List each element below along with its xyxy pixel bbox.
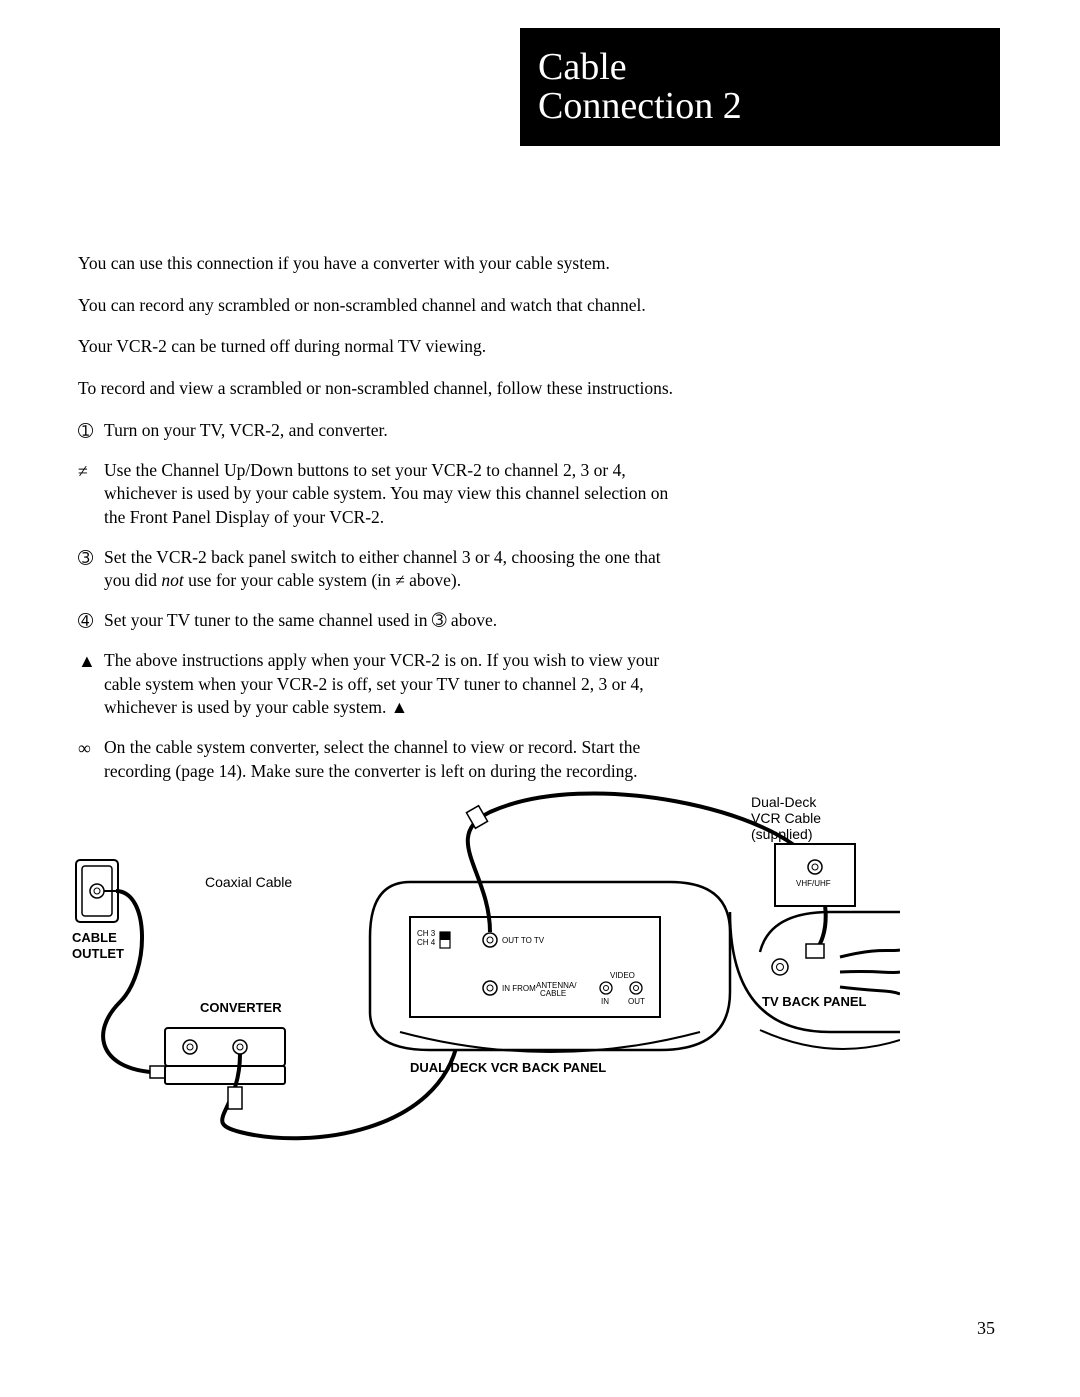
in-from-label: IN FROM: [502, 984, 536, 993]
intro-p3: Your VCR-2 can be turned off during norm…: [78, 335, 678, 359]
vcr-body-icon: [370, 882, 730, 1052]
intro-p2: You can record any scrambled or non-scra…: [78, 294, 678, 318]
step-text: Turn on your TV, VCR-2, and converter.: [104, 419, 678, 443]
vcr-panel-label: DUAL-DECK VCR BACK PANEL: [410, 1060, 606, 1075]
step-text: Use the Channel Up/Down buttons to set y…: [104, 459, 678, 530]
step-text: The above instructions apply when your V…: [104, 649, 678, 720]
tv-vhf-box-icon: [775, 844, 855, 906]
instruction-list: ➀ Turn on your TV, VCR-2, and converter.…: [78, 419, 678, 784]
dual-deck-cable-label: Dual-Deck VCR Cable (supplied): [751, 794, 821, 842]
coax-cable-1: [103, 891, 150, 1072]
step-1: ➀ Turn on your TV, VCR-2, and converter.: [78, 419, 678, 443]
step-2: ≠ Use the Channel Up/Down buttons to set…: [78, 459, 678, 530]
vhf-label: VHF/UHF: [796, 879, 831, 888]
step-3c: use for your cable system (in ≠ above).: [184, 570, 461, 590]
step-text: Set your TV tuner to the same channel us…: [104, 609, 678, 633]
step-3-not: not: [161, 570, 183, 590]
page-header: Cable Connection 2: [520, 28, 1000, 146]
step-marker: ≠: [78, 459, 98, 483]
converter-icon: [165, 1028, 285, 1084]
out-to-tv-label: OUT TO TV: [502, 936, 544, 945]
cable-outlet-label: CABLE OUTLET: [72, 930, 124, 961]
cable-outlet-icon: [76, 860, 118, 922]
out-label: OUT: [628, 997, 645, 1006]
step-marker: ➀: [78, 419, 98, 443]
step-5: ▲ The above instructions apply when your…: [78, 649, 678, 720]
step-marker: ▲: [78, 649, 98, 673]
step-marker: ∞: [78, 736, 98, 760]
page-number: 35: [977, 1318, 995, 1339]
step-marker: ➂: [78, 546, 98, 570]
tv-back-panel-icon: [730, 912, 900, 1049]
label-text: Dual-Deck VCR Cable (supplied): [751, 794, 821, 842]
intro-p4: To record and view a scrambled or non-sc…: [78, 377, 678, 401]
step-4: ➃ Set your TV tuner to the same channel …: [78, 609, 678, 633]
step-6: ∞ On the cable system converter, select …: [78, 736, 678, 783]
tv-panel-label: TV BACK PANEL: [762, 994, 866, 1009]
coaxial-cable-label: Coaxial Cable: [205, 874, 292, 890]
ch4-label: CH 4: [417, 938, 435, 947]
step-text: On the cable system converter, select th…: [104, 736, 678, 783]
connection-diagram: Dual-Deck VCR Cable (supplied) Coaxial C…: [70, 782, 900, 1172]
cable-label: CABLE: [540, 989, 566, 998]
video-label: VIDEO: [610, 971, 635, 980]
step-3: ➂ Set the VCR-2 back panel switch to eit…: [78, 546, 678, 593]
body-text: You can use this connection if you have …: [78, 252, 678, 799]
header-line-2: Connection 2: [538, 86, 1000, 128]
converter-label: CONVERTER: [200, 1000, 282, 1015]
in-label: IN: [601, 997, 609, 1006]
header-line-1: Cable: [538, 48, 1000, 86]
step-marker: ➃: [78, 609, 98, 633]
ch3-label: CH 3: [417, 929, 435, 938]
step-text: Set the VCR-2 back panel switch to eithe…: [104, 546, 678, 593]
intro-p1: You can use this connection if you have …: [78, 252, 678, 276]
